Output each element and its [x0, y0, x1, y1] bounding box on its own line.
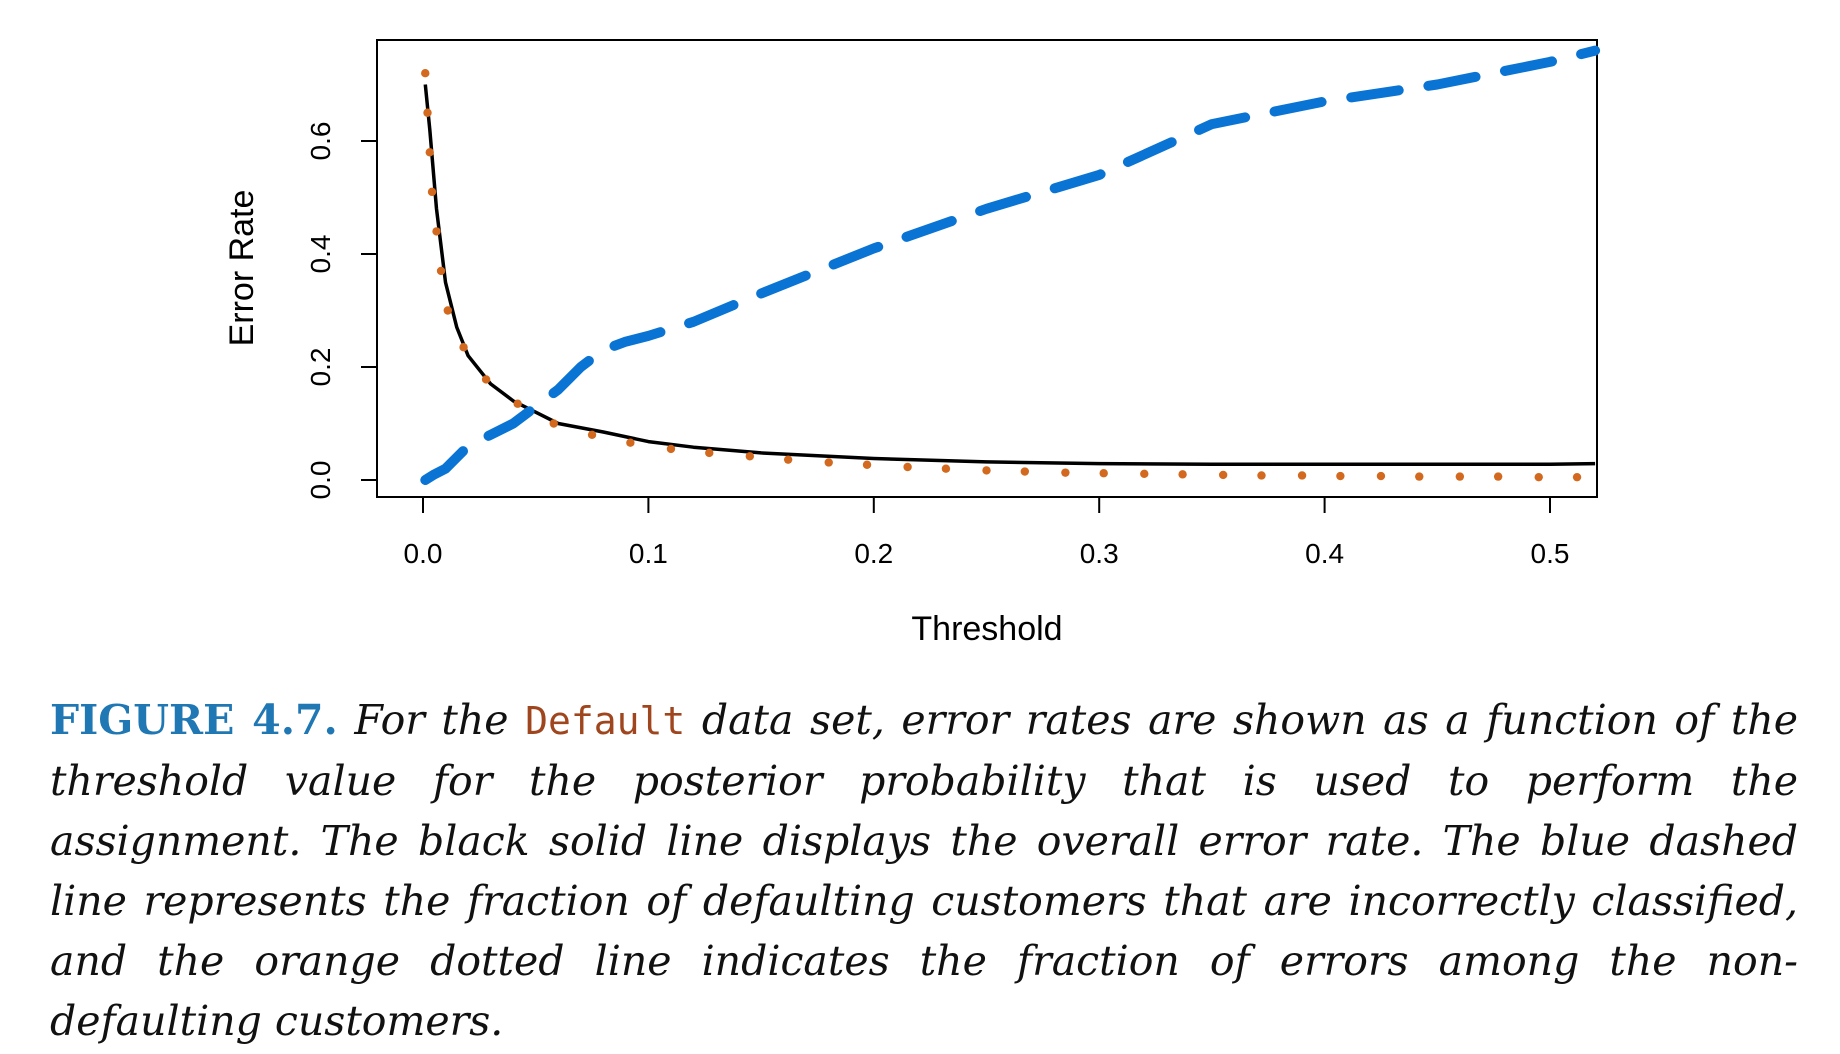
series-3-point [1336, 471, 1345, 481]
series-3-point [549, 419, 558, 428]
series-3-point [587, 430, 597, 439]
figure-caption: FIGURE 4.7. For the Default data set, er… [50, 690, 1798, 1051]
figure-label: FIGURE 4.7. [50, 696, 338, 744]
series-3-point [1020, 467, 1030, 476]
series-3-point [666, 444, 676, 454]
series-2-line [420, 45, 1601, 485]
error-rate-chart: 0.0 0.1 0.2 0.3 0.4 0.5 0.0 0.2 0.4 0.6 Threshol… [223, 39, 1601, 648]
series-3-point [1415, 472, 1424, 481]
y-tick-label: 0.0 [305, 461, 336, 500]
series-3-point [423, 108, 432, 117]
series-3-point [705, 448, 714, 458]
x-tick-label: 0.4 [1305, 538, 1344, 569]
series-3-point [824, 458, 833, 467]
series-3-point [1140, 469, 1149, 478]
caption-text-before: For the [337, 696, 526, 744]
series-3-point [481, 375, 491, 384]
y-tick-label: 0.6 [305, 122, 336, 161]
series-3-point [982, 466, 991, 475]
series-3-point [1178, 470, 1187, 479]
y-tick-label: 0.2 [305, 348, 336, 387]
series-1-line [423, 84, 1596, 466]
dataset-name: Default [525, 699, 686, 743]
series-3-point [1297, 471, 1307, 480]
plot-frame [376, 39, 1598, 498]
series-3-point [1572, 472, 1582, 482]
series-3-point [421, 69, 430, 78]
x-tick-label: 0.5 [1531, 538, 1570, 569]
x-axis: 0.0 0.1 0.2 0.3 0.4 0.5 [404, 496, 1570, 569]
series-layer [420, 45, 1601, 485]
series-3-point [425, 148, 434, 157]
series-3-point [459, 343, 468, 352]
series-3-point [1534, 472, 1543, 482]
series-3-point [432, 227, 441, 236]
series-3-point [1218, 470, 1228, 480]
series-3-point [903, 462, 912, 472]
series-3-point [745, 452, 755, 461]
y-axis: 0.0 0.2 0.4 0.6 [305, 122, 378, 500]
y-axis-label: Error Rate [223, 190, 261, 347]
series-3-point [427, 187, 437, 197]
series-3-point [783, 455, 793, 464]
series-3-point [443, 306, 452, 315]
x-axis-label: Threshold [911, 610, 1062, 648]
caption-text-after: data set, error rates are shown as a fun… [50, 696, 1798, 1045]
x-tick-label: 0.0 [404, 538, 443, 569]
x-tick-label: 0.2 [854, 538, 893, 569]
series-3-point [941, 464, 951, 473]
series-3-point [862, 460, 872, 469]
series-3-point [1493, 472, 1503, 481]
x-tick-label: 0.1 [629, 538, 668, 569]
series-3-point [626, 438, 635, 447]
x-tick-label: 0.3 [1080, 538, 1119, 569]
series-3-point [1376, 471, 1386, 481]
y-tick-label: 0.4 [305, 235, 336, 274]
series-3-point [436, 266, 446, 276]
series-3-point [513, 399, 522, 408]
series-3-point [1455, 472, 1465, 481]
series-3-point [1099, 469, 1108, 478]
series-3-point [1061, 468, 1070, 477]
series-3-point [1257, 471, 1266, 480]
